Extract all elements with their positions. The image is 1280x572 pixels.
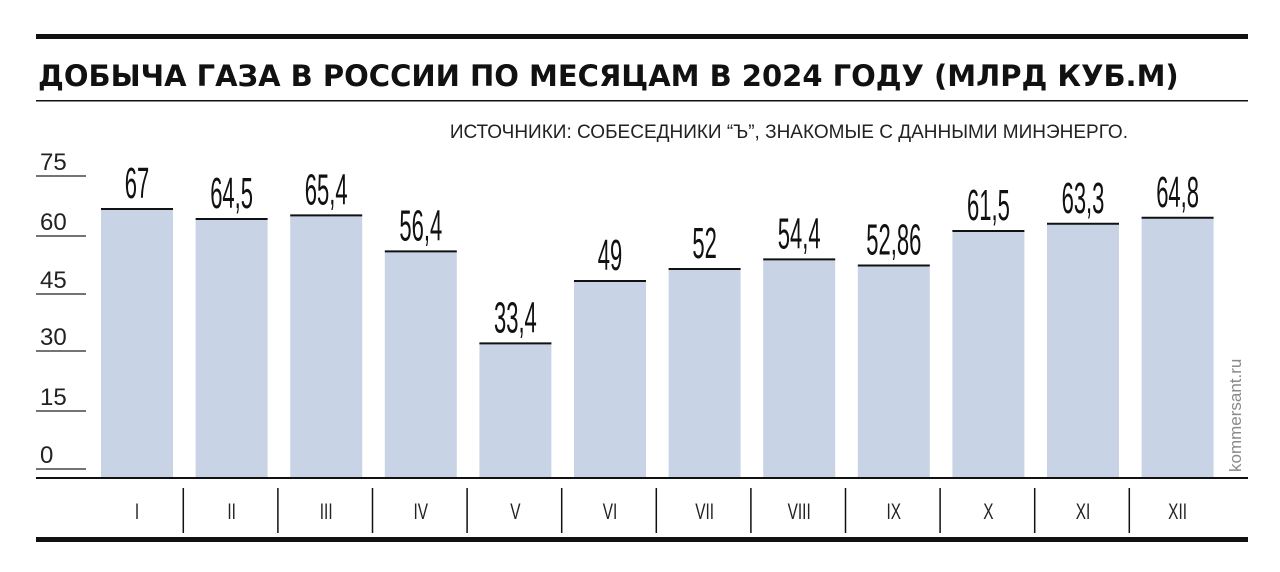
y-tick-label: 60 bbox=[40, 209, 67, 236]
x-tick-label: III bbox=[320, 500, 333, 524]
top-rule bbox=[36, 34, 1248, 39]
bar bbox=[479, 343, 552, 477]
data-label: 65,4 bbox=[305, 166, 348, 214]
y-tick-label: 75 bbox=[40, 149, 67, 176]
bar bbox=[384, 251, 457, 477]
x-tick-label: IX bbox=[887, 500, 902, 524]
bar bbox=[1047, 223, 1119, 477]
credit-label: kommersant.ru bbox=[1226, 359, 1245, 472]
bar bbox=[1141, 217, 1214, 478]
bar bbox=[952, 231, 1025, 477]
data-label: 56,4 bbox=[399, 202, 442, 250]
x-tick-label: VII bbox=[695, 500, 714, 524]
x-tick-label: V bbox=[510, 500, 521, 524]
data-label: 63,3 bbox=[1062, 175, 1105, 223]
data-label: 33,4 bbox=[494, 294, 537, 342]
y-tick-label: 15 bbox=[40, 384, 67, 411]
bar bbox=[195, 219, 268, 477]
y-tick-label: 0 bbox=[40, 442, 53, 469]
y-tick-label: 30 bbox=[40, 324, 67, 351]
x-tick-label: VIII bbox=[788, 500, 811, 524]
bar bbox=[290, 215, 363, 477]
data-label: 64,8 bbox=[1156, 169, 1199, 217]
x-tick-label: X bbox=[983, 500, 994, 524]
plot-area: 0 15 30 45 60 75 67 64,5 65,4 56,4 33,4 49 52 54,4 52,… bbox=[36, 149, 1248, 533]
x-tick-label: XII bbox=[1168, 500, 1187, 524]
bar bbox=[857, 265, 930, 477]
source-note: ИСТОЧНИКИ: СОБЕСЕДНИКИ “Ъ”, ЗНАКОМЫЕ С Д… bbox=[450, 122, 1128, 143]
x-tick-label: I bbox=[135, 500, 139, 524]
data-label: 67 bbox=[125, 160, 149, 208]
bar bbox=[574, 281, 646, 477]
x-tick-label: II bbox=[227, 500, 236, 524]
title-underline bbox=[36, 100, 1248, 102]
data-label: 49 bbox=[598, 232, 622, 280]
y-tick-label: 45 bbox=[40, 267, 67, 294]
data-label: 61,5 bbox=[967, 182, 1010, 230]
data-label: 52 bbox=[692, 220, 716, 268]
data-label: 52,86 bbox=[866, 217, 921, 265]
bar bbox=[763, 259, 836, 477]
bar bbox=[668, 269, 741, 477]
data-label: 54,4 bbox=[778, 210, 821, 258]
x-tick-label: XI bbox=[1076, 500, 1091, 524]
data-label: 64,5 bbox=[210, 170, 253, 218]
x-tick-label: IV bbox=[414, 500, 429, 524]
x-tick-label: VI bbox=[603, 500, 618, 524]
chart-title: ДОБЫЧА ГАЗА В РОССИИ ПО МЕСЯЦАМ В 2024 Г… bbox=[38, 59, 1179, 93]
bottom-rule bbox=[36, 537, 1248, 542]
bar bbox=[101, 209, 173, 477]
